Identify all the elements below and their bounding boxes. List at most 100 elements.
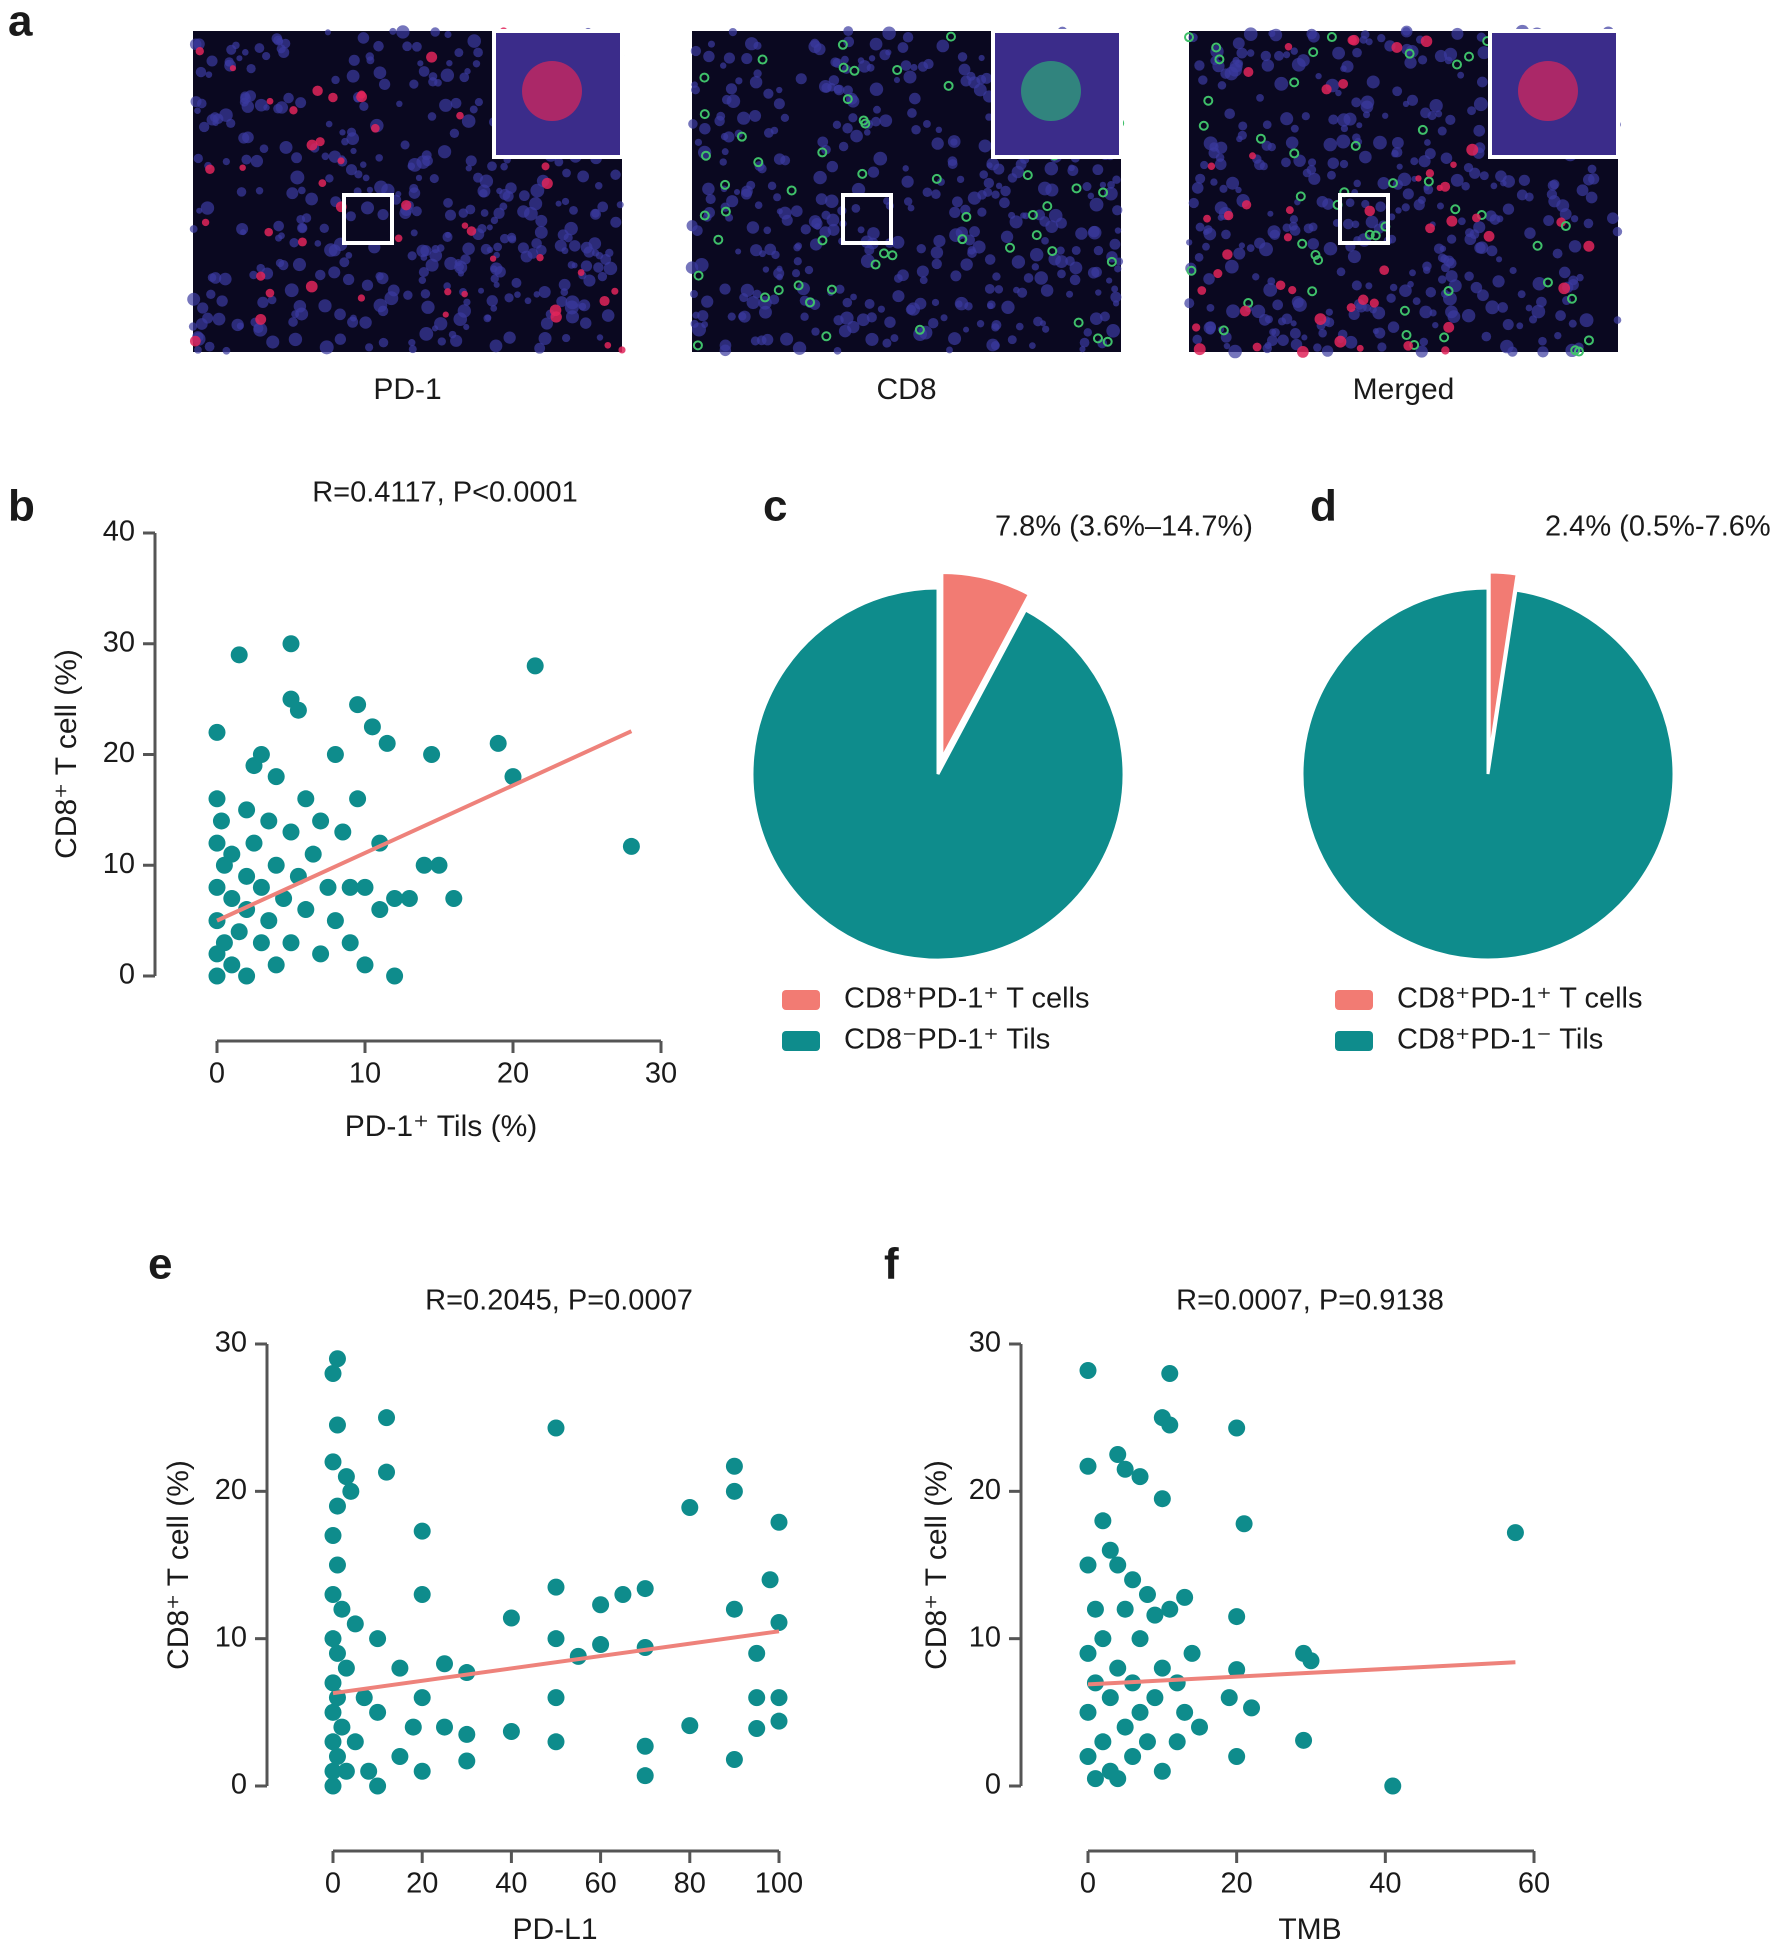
nucleus <box>1352 47 1362 58</box>
point <box>312 812 330 830</box>
cell <box>1092 333 1103 344</box>
nucleus <box>1267 210 1274 217</box>
cell <box>189 335 201 347</box>
nucleus <box>833 347 842 355</box>
panel-letter: c <box>763 482 787 531</box>
nucleus <box>819 226 832 238</box>
nucleus <box>1372 328 1379 335</box>
nucleus <box>319 223 329 233</box>
cell <box>870 259 881 270</box>
cell <box>466 226 477 236</box>
nucleus <box>1238 242 1246 249</box>
nucleus <box>399 207 412 220</box>
nucleus <box>910 63 918 71</box>
nucleus <box>1497 302 1509 313</box>
cell <box>1440 181 1451 192</box>
point <box>1079 1457 1097 1475</box>
point <box>215 934 233 952</box>
cell <box>786 185 797 196</box>
nucleus <box>1377 177 1390 190</box>
nucleus <box>1092 164 1104 176</box>
nucleus <box>1419 337 1429 347</box>
cell <box>1451 59 1462 70</box>
nucleus <box>1328 114 1339 125</box>
cell <box>837 39 848 50</box>
nucleus <box>1373 135 1387 150</box>
cell <box>1391 41 1403 53</box>
nucleus <box>194 107 201 115</box>
nucleus <box>325 174 334 183</box>
nucleus <box>408 339 416 347</box>
cell <box>817 235 828 246</box>
y-tick-label: 10 <box>215 1621 247 1653</box>
point <box>413 1762 431 1780</box>
nucleus <box>985 113 993 121</box>
nucleus <box>1079 346 1086 353</box>
point <box>1161 1416 1179 1434</box>
nucleus <box>1587 164 1597 174</box>
nucleus <box>1238 121 1248 131</box>
nucleus <box>286 187 299 200</box>
nucleus <box>1068 164 1075 172</box>
nucleus <box>1208 147 1220 159</box>
nucleus <box>1516 322 1524 330</box>
nucleus <box>1031 263 1040 271</box>
point <box>346 1733 364 1751</box>
nucleus <box>266 335 280 349</box>
nucleus <box>1303 223 1314 234</box>
nucleus <box>325 120 333 128</box>
nucleus <box>991 323 1000 332</box>
nucleus <box>1186 239 1193 246</box>
nucleus <box>791 205 803 217</box>
nucleus <box>204 341 215 352</box>
cell <box>1186 265 1197 276</box>
point <box>413 1689 431 1707</box>
nucleus <box>984 283 995 294</box>
nucleus <box>241 154 252 165</box>
nucleus <box>1301 112 1310 121</box>
cell <box>1284 43 1293 51</box>
nucleus <box>396 25 410 39</box>
image-label: CD8 <box>876 373 936 406</box>
nucleus <box>490 262 503 275</box>
nucleus <box>1461 182 1470 191</box>
nucleus <box>931 137 944 150</box>
point <box>436 1718 453 1736</box>
nucleus <box>791 269 801 278</box>
point <box>1131 1703 1149 1721</box>
nucleus <box>877 305 885 313</box>
cell <box>1583 240 1595 252</box>
nucleus <box>467 34 481 48</box>
nucleus <box>1437 126 1447 136</box>
cell <box>289 106 298 115</box>
nucleus <box>209 112 221 123</box>
cell <box>489 255 497 262</box>
nucleus <box>1029 247 1044 262</box>
y-tick-label: 40 <box>103 516 135 548</box>
nucleus <box>1351 97 1362 108</box>
nucleus <box>377 305 389 317</box>
cell <box>773 285 784 296</box>
cell <box>611 287 619 295</box>
nucleus <box>1235 186 1242 194</box>
point <box>1176 1588 1194 1606</box>
cell <box>1321 84 1332 95</box>
nucleus <box>193 38 205 50</box>
cell <box>1388 178 1399 189</box>
nucleus <box>503 331 516 344</box>
nucleus <box>1365 282 1373 290</box>
nucleus <box>1479 171 1489 181</box>
nucleus <box>361 279 374 291</box>
nucleus <box>250 154 264 168</box>
cell <box>1560 221 1571 232</box>
nucleus <box>1203 321 1217 335</box>
nucleus <box>1392 136 1404 149</box>
nucleus <box>1473 97 1488 112</box>
point <box>1168 1674 1186 1692</box>
x-tick-label: 60 <box>584 1868 616 1900</box>
nucleus <box>897 269 909 282</box>
nucleus <box>1418 155 1431 168</box>
nucleus <box>1443 47 1458 62</box>
nucleus <box>991 190 1000 199</box>
nucleus <box>984 254 996 265</box>
